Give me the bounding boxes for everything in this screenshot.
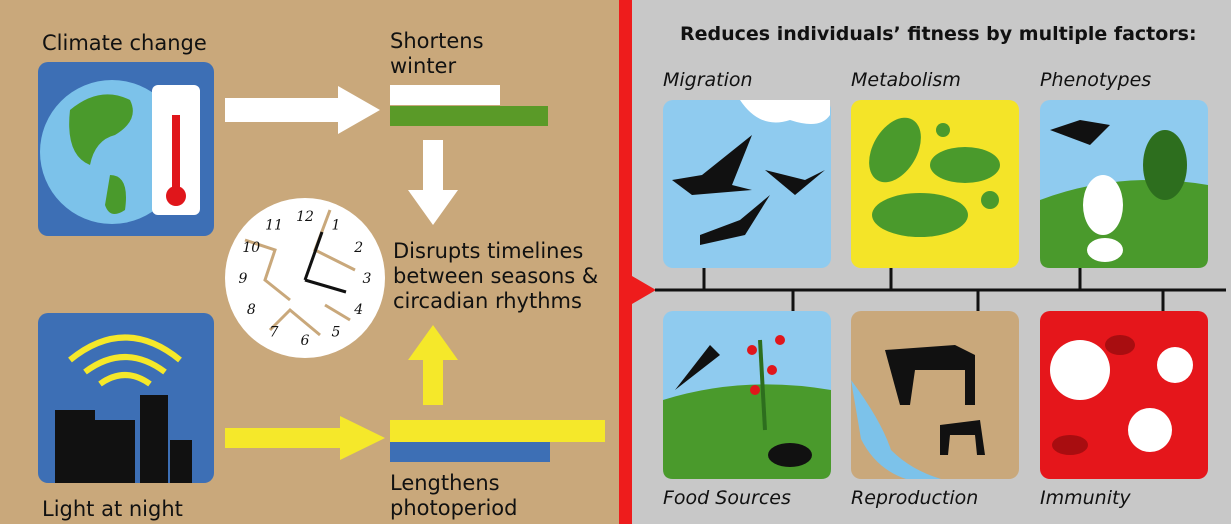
clock-number: 8 [247, 302, 256, 318]
label: winter [390, 54, 456, 78]
label: Climate change [42, 31, 207, 55]
food-tile [663, 311, 831, 479]
label: Shortens [390, 29, 484, 53]
divider [619, 0, 632, 524]
clock-number: 5 [332, 325, 341, 341]
connectors [655, 268, 1226, 311]
city-icon [38, 313, 214, 483]
clock-number: 1 [332, 217, 341, 233]
migration-tile [663, 100, 831, 268]
clock-number: 10 [242, 240, 260, 256]
yellow-arrow [225, 416, 385, 460]
dark-bar [390, 442, 550, 462]
label: Light at night [42, 497, 183, 521]
title: Reduces individuals’ fitness by multiple… [680, 23, 1197, 45]
label: between seasons & [393, 264, 598, 288]
phenotypes-tile [1040, 100, 1208, 268]
up-arrow [408, 325, 458, 405]
clock-number: 7 [270, 325, 279, 341]
clock-number: 9 [239, 271, 248, 287]
clock-number: 6 [301, 333, 310, 349]
immunity-tile [1040, 311, 1208, 479]
label: Disrupts timelines [393, 239, 583, 263]
label: Lengthens [390, 471, 500, 495]
factor-label: Phenotypes [1040, 69, 1151, 91]
clock-number: 4 [353, 302, 363, 318]
red-arrow [632, 276, 656, 304]
metabolism-tile [851, 100, 1019, 268]
down-arrow [408, 140, 458, 225]
factor-label: Migration [663, 69, 753, 91]
clock-number: 2 [353, 240, 363, 256]
climate-icon [38, 62, 214, 236]
clock-number: 3 [363, 271, 372, 287]
label: photoperiod [390, 496, 517, 520]
winter-bar [390, 85, 500, 105]
reproduction-tile [851, 311, 1019, 479]
white-arrow [225, 86, 380, 134]
clock-number: 11 [265, 217, 283, 233]
light-bar [390, 420, 605, 442]
label: circadian rhythms [393, 289, 582, 313]
summer-bar [390, 106, 548, 126]
clock [225, 198, 385, 358]
factor-label: Immunity [1040, 487, 1131, 509]
factor-label: Food Sources [663, 487, 791, 509]
factor-label: Metabolism [851, 69, 961, 91]
factor-label: Reproduction [851, 487, 978, 509]
clock-number: 12 [296, 209, 314, 225]
